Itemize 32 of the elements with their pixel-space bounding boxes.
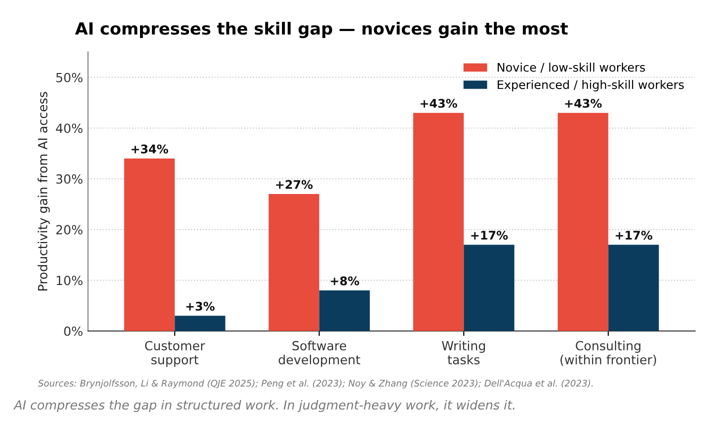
bar <box>558 112 608 331</box>
text: AI compresses the gap in structured work. In judgment-heavy work, it widens it. <box>13 400 514 412</box>
data-label: +27% <box>276 180 313 189</box>
y-tick-label: 40% <box>56 124 82 134</box>
bar <box>608 244 659 331</box>
y-tick-label: 0% <box>64 326 82 336</box>
bar <box>464 244 514 331</box>
bar <box>124 158 175 331</box>
y-tick-label: 20% <box>56 225 82 234</box>
y-tick-label: 30% <box>56 174 82 184</box>
data-label: +17% <box>471 230 508 240</box>
x-tick-label: Consulting (within frontier) <box>560 340 656 366</box>
data-label: +43% <box>420 98 458 108</box>
data-label: +3% <box>186 302 215 311</box>
y-tick-label: 50% <box>56 72 82 82</box>
x-tick-label: Customer support <box>145 340 206 367</box>
source-note: Sources: Brynjolfsson, Li & Raymond (QJE 2025); Peng et al. (2023); Noy & Zhang (Science 2023); Dell'Acqua et al. (2023). <box>38 380 593 388</box>
legend-label: Novice / low-skill workers <box>498 62 645 73</box>
x-tick-label: Writing tasks <box>442 340 485 364</box>
bar <box>413 112 464 331</box>
chart-title: AI compresses the skill gap — novices gain the most <box>75 22 568 38</box>
data-label: +8% <box>330 276 360 286</box>
data-label: +34% <box>132 144 168 154</box>
x-tick-label: Software development <box>278 340 360 367</box>
bar <box>268 194 320 331</box>
y-tick-label: 10% <box>56 276 82 286</box>
bar <box>319 290 370 331</box>
y-axis-title: Productivity gain from AI access <box>38 92 50 290</box>
legend-label: Experienced / high-skill workers <box>498 80 684 92</box>
bar <box>174 316 226 331</box>
data-label: +17% <box>616 230 652 240</box>
data-label: +43% <box>565 98 602 108</box>
